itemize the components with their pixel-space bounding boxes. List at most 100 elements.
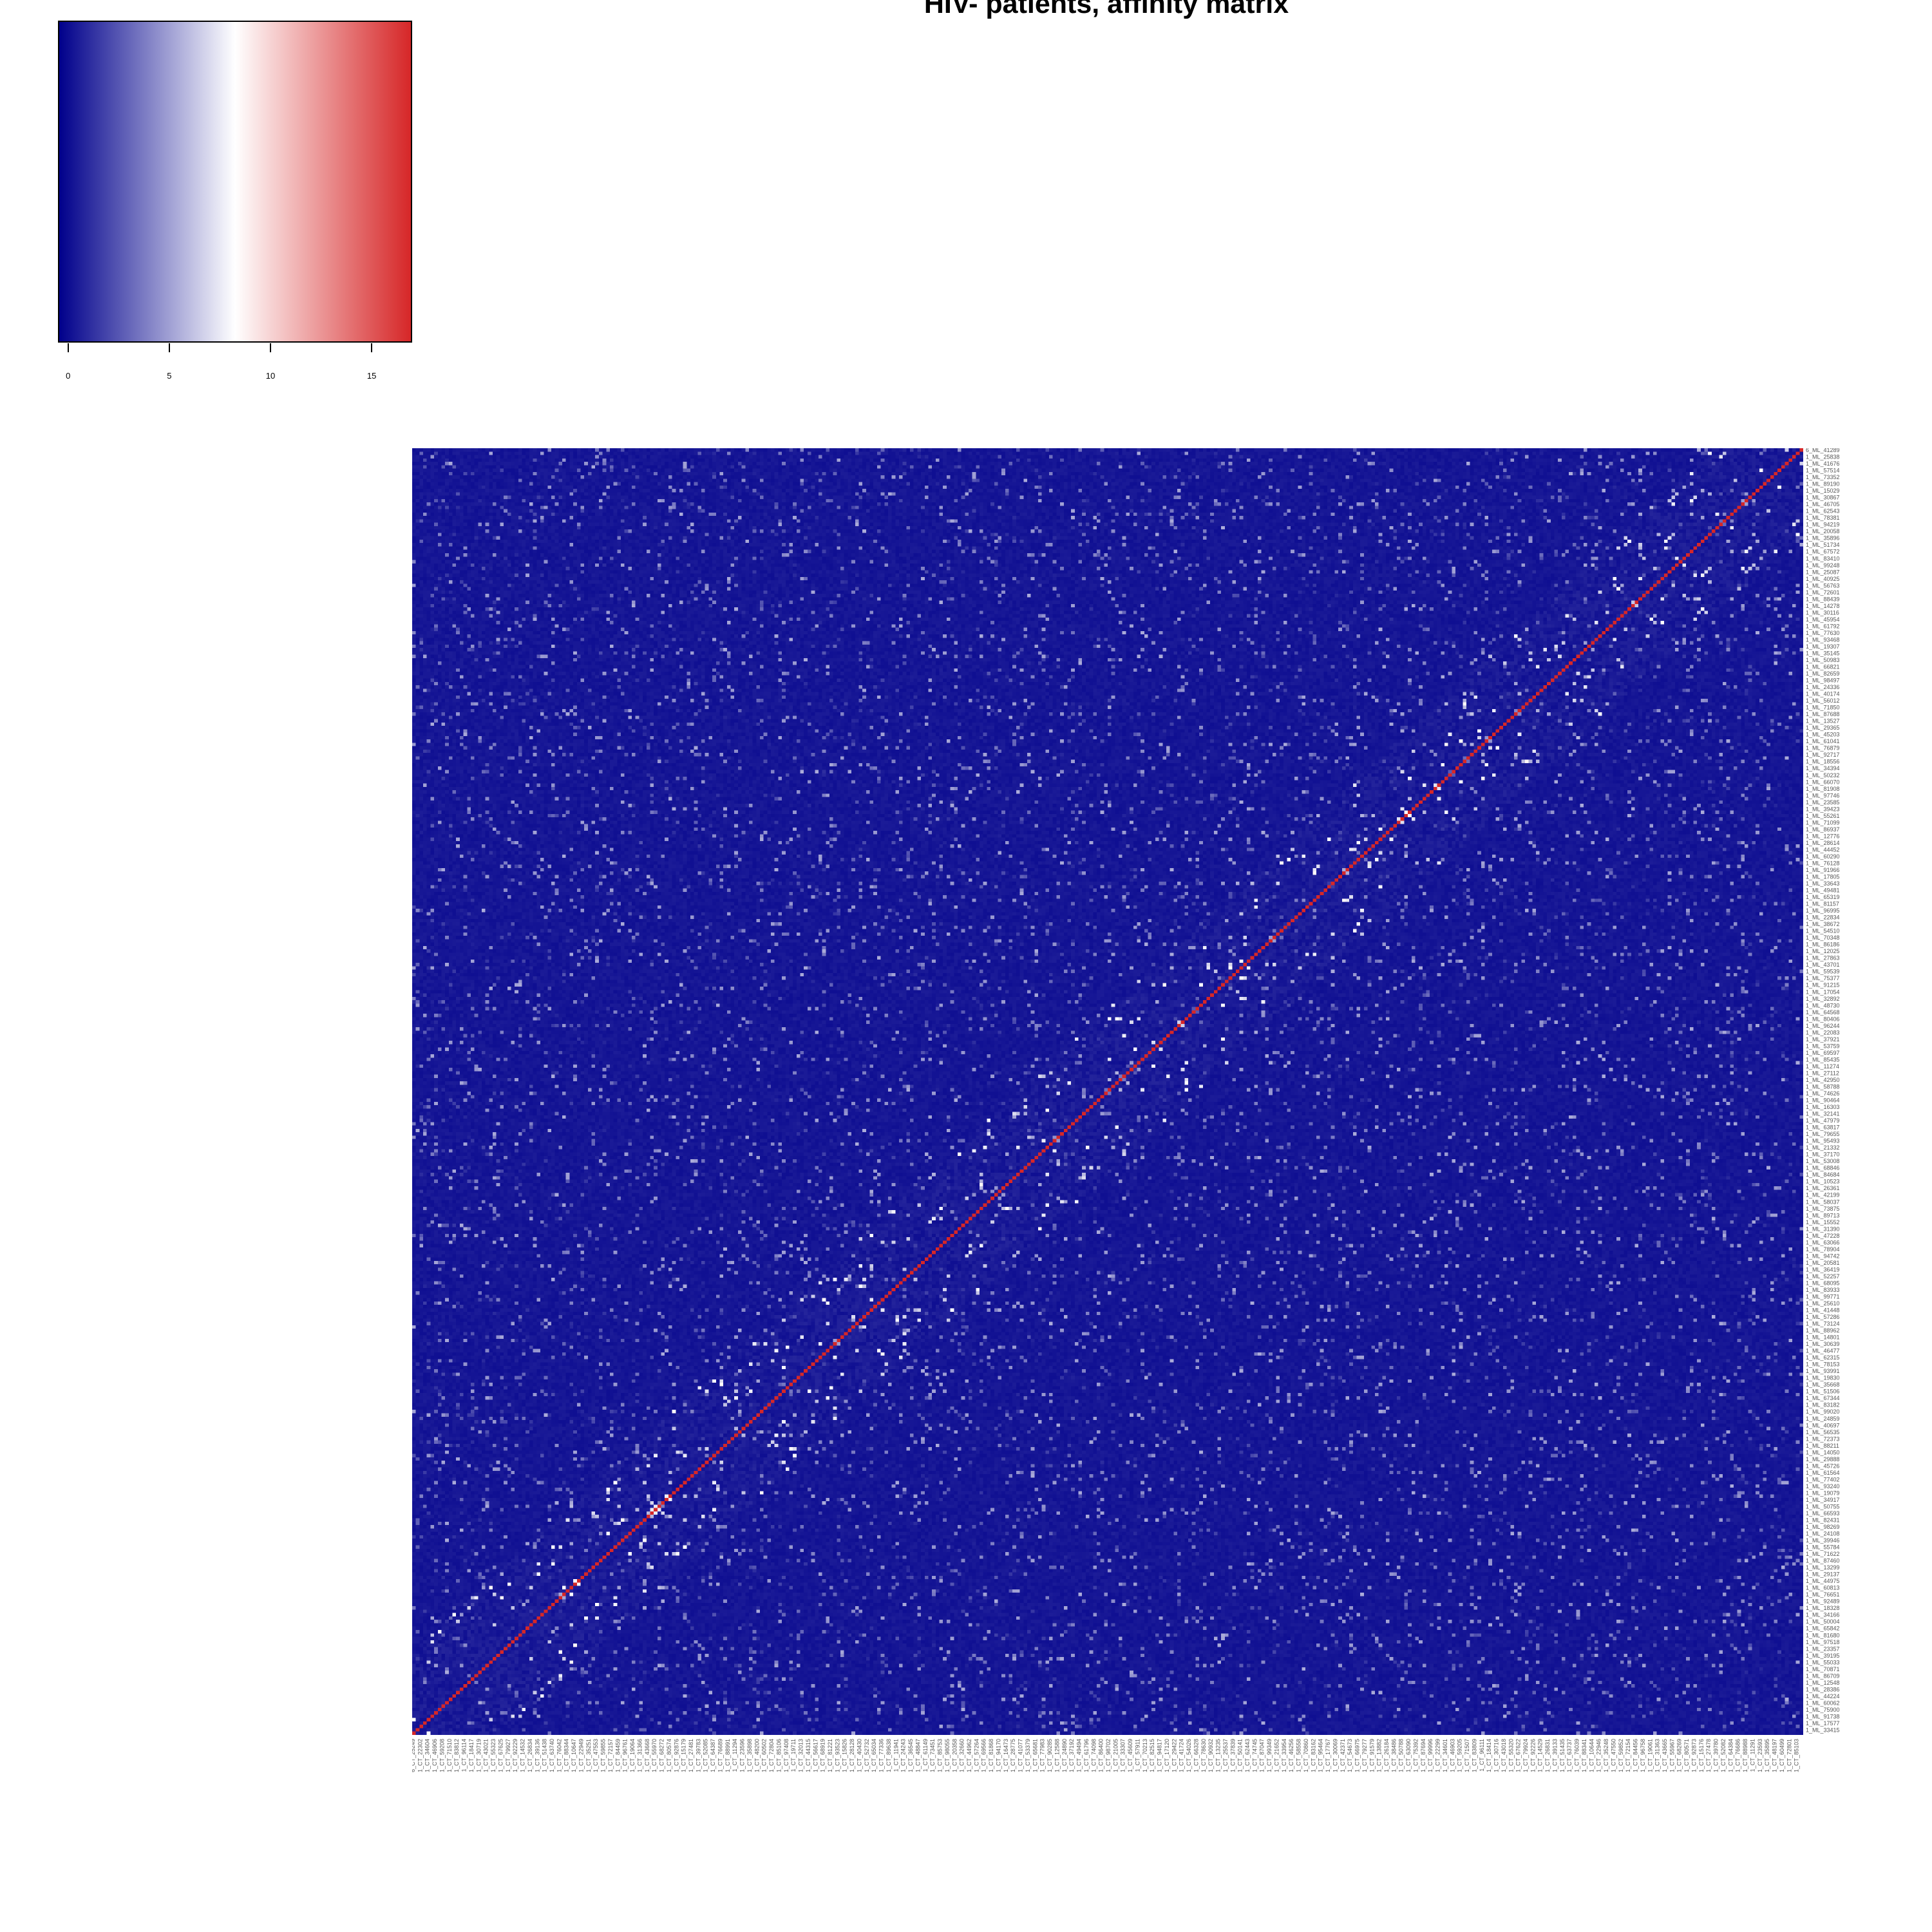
color-key-tick-mark [270,343,271,352]
row-label: 1_ML_61041 [1806,738,1840,744]
column-label: 1_CT_78630 [1200,1739,1207,1772]
column-label: 1_CT_35251 [585,1739,592,1772]
column-label: 1_CT_70860 [1303,1739,1309,1772]
row-label: 1_ML_50004 [1806,1618,1840,1625]
column-label: 1_CT_57264 [973,1739,980,1772]
column-label: 1_CT_15176 [1698,1739,1705,1772]
column-label: 1_CT_91579 [1368,1739,1375,1772]
column-label: 1_CT_23593 [1757,1739,1763,1772]
row-label: 1_ML_78153 [1806,1361,1840,1368]
column-label: 1_CT_66328 [1193,1739,1199,1772]
row-label: 1_ML_82431 [1806,1517,1840,1523]
row-label: 1_ML_79655 [1806,1131,1840,1137]
column-label: 1_CT_61796 [1083,1739,1090,1772]
column-label: 1_CT_81221 [827,1739,833,1772]
column-label: 6_CT_25249 [412,1739,416,1772]
column-label: 1_CT_37192 [1068,1739,1075,1772]
row-label: 1_ML_99248 [1806,562,1840,569]
row-label: 1_ML_88962 [1806,1327,1840,1334]
column-label: 1_CT_94817 [1157,1739,1163,1772]
column-label: 1_CT_52082 [1720,1739,1727,1772]
row-label: 1_ML_60062 [1806,1700,1840,1706]
column-label: 1_CT_59852 [1618,1739,1624,1772]
column-label: 1_CT_88991 [724,1739,731,1772]
column-label: 1_CT_96111 [1479,1739,1485,1772]
column-label: 1_CT_46906 [431,1739,438,1772]
row-label: 1_ML_54510 [1806,928,1840,934]
row-label: 1_ML_60813 [1806,1585,1840,1591]
row-label: 1_ML_77630 [1806,630,1840,636]
column-label: 1_CT_64387 [710,1739,716,1772]
row-label: 1_ML_78904 [1806,1246,1840,1253]
row-label: 1_ML_29888 [1806,1456,1840,1463]
row-label: 1_ML_91738 [1806,1713,1840,1719]
column-label: 1_CT_79927 [505,1739,511,1772]
row-label: 1_ML_53759 [1806,1043,1840,1049]
row-label: 1_ML_64568 [1806,1009,1840,1016]
row-label: 1_ML_20058 [1806,528,1840,535]
column-label: 1_CT_68269 [1676,1739,1683,1772]
column-label: 1_CT_52732 [864,1739,870,1772]
column-label: 1_CT_99996 [1427,1739,1434,1772]
row-label: 1_ML_14801 [1806,1334,1840,1341]
row-label: 1_ML_24336 [1806,684,1840,690]
row-label: 1_ML_88211 [1806,1443,1839,1449]
column-label: 1_CT_37839 [1229,1739,1236,1772]
column-label: 1_CT_52085 [703,1739,709,1772]
row-label: 1_ML_20581 [1806,1260,1840,1266]
column-label: 1_CT_33307 [1120,1739,1126,1772]
row-label: 1_ML_85435 [1806,1056,1840,1063]
row-label: 1_ML_50755 [1806,1503,1840,1510]
column-label: 1_CT_22949 [578,1739,584,1772]
column-label: 1_CT_19064 [629,1739,636,1772]
color-key-tick-mark [67,343,69,352]
row-label: 1_ML_35896 [1806,535,1840,542]
column-label: 1_CT_24243 [900,1739,907,1772]
row-label: 1_ML_81908 [1806,786,1840,792]
row-label: 1_ML_75900 [1806,1707,1840,1713]
row-label: 1_ML_89190 [1806,481,1840,488]
column-label: 1_CT_92226 [1530,1739,1536,1772]
row-label: 1_ML_19079 [1806,1490,1840,1496]
column-label: 1_CT_72801 [1786,1739,1792,1772]
row-label: 1_ML_32892 [1806,996,1840,1002]
column-label: 1_CT_99349 [1266,1739,1273,1772]
row-label: 1_ML_98497 [1806,677,1840,684]
row-label: 1_ML_12548 [1806,1680,1840,1686]
column-label: 1_CT_33954 [1281,1739,1287,1772]
row-label: 1_ML_43701 [1806,961,1840,968]
column-label: 1_CT_77336 [878,1739,885,1772]
row-label: 1_ML_87460 [1806,1558,1840,1564]
row-label: 1_ML_76128 [1806,860,1840,866]
row-label: 1_ML_12025 [1806,948,1840,954]
row-label: 1_ML_18328 [1806,1605,1840,1611]
row-label: 1_ML_93240 [1806,1483,1840,1490]
column-label: 1_CT_96761 [622,1739,629,1772]
color-key-tick-label: 15 [366,371,377,381]
column-label: 1_CT_46256 [1288,1739,1294,1772]
column-label: 1_CT_16473 [1003,1739,1009,1772]
column-label: 1_CT_70213 [1142,1739,1148,1772]
row-label: 1_ML_14050 [1806,1449,1840,1455]
row-label: 1_ML_65319 [1806,894,1840,900]
column-label: 1_CT_48200 [753,1739,760,1772]
row-label: 1_ML_70348 [1806,934,1840,941]
row-label: 1_ML_63066 [1806,1239,1840,1245]
row-label: 1_ML_10523 [1806,1179,1840,1185]
row-label: 1_ML_56535 [1806,1429,1840,1435]
column-label: 1_CT_55967 [1669,1739,1675,1772]
column-label: 1_CT_39780 [1713,1739,1719,1772]
column-label: 1_CT_80574 [666,1739,672,1772]
column-label: 1_CT_18414 [1486,1739,1492,1772]
row-label: 1_ML_25838 [1806,454,1840,460]
column-label: 1_CT_43668 [644,1739,650,1772]
column-label: 1_CT_28775 [1010,1739,1016,1772]
row-label: 1_ML_55784 [1806,1544,1840,1551]
row-label: 1_ML_39423 [1806,806,1840,812]
row-label: 1_ML_68095 [1806,1280,1840,1286]
row-label: 1_ML_90464 [1806,1097,1840,1104]
column-label: 1_CT_72154 [1625,1739,1631,1772]
row-label: 1_ML_13299 [1806,1564,1840,1571]
row-label: 1_ML_35145 [1806,650,1840,656]
